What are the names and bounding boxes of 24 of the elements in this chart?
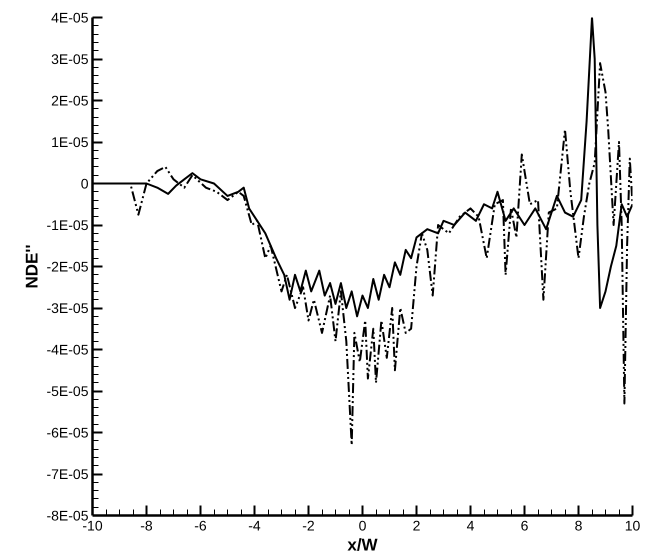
x-tick-label: -4 bbox=[248, 518, 261, 534]
x-tick-label: -8 bbox=[140, 518, 153, 534]
y-tick-label: -2E-05 bbox=[46, 258, 89, 274]
x-tick-label: 6 bbox=[520, 518, 529, 534]
y-tick-label: -7E-05 bbox=[46, 466, 89, 482]
y-tick-label: 3E-05 bbox=[51, 51, 89, 67]
x-tick-label: 8 bbox=[574, 518, 583, 534]
y-tick-label: 1E-05 bbox=[51, 134, 89, 150]
x-axis-title: x/W bbox=[347, 536, 379, 554]
y-axis-title: NDE'' bbox=[22, 244, 42, 288]
x-tick-label: 10 bbox=[624, 518, 640, 534]
y-tick-label: 2E-05 bbox=[51, 92, 89, 108]
y-tick-label: -1E-05 bbox=[46, 217, 89, 233]
x-tick-label: 4 bbox=[466, 518, 475, 534]
y-tick-label: -5E-05 bbox=[46, 383, 89, 399]
y-tick-label: 4E-05 bbox=[51, 10, 89, 26]
x-tick-label: 2 bbox=[412, 518, 421, 534]
y-tick-label: -4E-05 bbox=[46, 342, 89, 358]
y-tick-label: 0 bbox=[80, 176, 89, 192]
y-tick-label: -3E-05 bbox=[46, 300, 89, 316]
x-tick-label: 0 bbox=[358, 518, 367, 534]
x-tick-label: -2 bbox=[302, 518, 315, 534]
y-tick-label: -6E-05 bbox=[46, 424, 89, 440]
x-tick-label: -6 bbox=[194, 518, 207, 534]
